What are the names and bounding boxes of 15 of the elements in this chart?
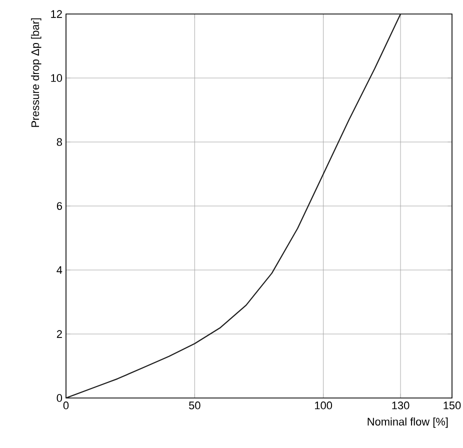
y-tick-label: 6 (56, 202, 62, 210)
y-tick-label: 4 (56, 266, 62, 274)
x-tick-label: 150 (444, 402, 461, 410)
x-tick-label: 0 (63, 402, 69, 410)
x-tick-label: 50 (189, 402, 200, 410)
y-tick-label: 0 (56, 394, 62, 402)
y-tick-label: 2 (56, 330, 62, 338)
x-tick-label: 100 (315, 402, 332, 410)
y-tick-label: 12 (51, 10, 62, 18)
y-tick-label: 10 (51, 74, 62, 82)
y-axis-title: Pressure drop Δp [bar] (31, 18, 42, 127)
line-series (66, 14, 402, 398)
y-tick-label: 8 (56, 138, 62, 146)
x-tick-label: 130 (392, 402, 410, 410)
x-axis-title: Nominal flow [%] (368, 418, 448, 428)
